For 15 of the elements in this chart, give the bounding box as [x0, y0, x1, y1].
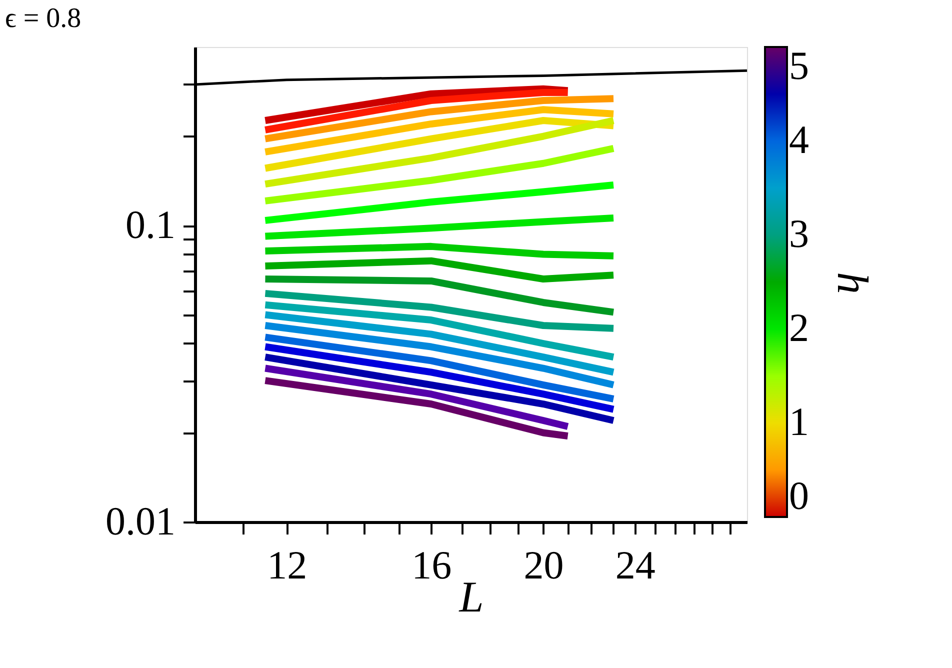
- x-axis-title: L: [458, 572, 484, 622]
- x-tick-label: 24: [615, 542, 656, 588]
- color-bar-label: 4: [789, 117, 809, 162]
- color-bar-label: 5: [789, 43, 809, 88]
- x-tick-label: 16: [412, 542, 452, 588]
- color-bar-label: 3: [789, 211, 809, 256]
- y-tick-label: 0.1: [126, 202, 176, 248]
- y-tick-label: 0.01: [106, 498, 176, 544]
- color-bar-label: 2: [789, 305, 809, 350]
- chart-title: ϵ = 0.8: [5, 3, 82, 34]
- color-bar-label: 1: [789, 399, 809, 444]
- x-tick-label: 20: [524, 542, 564, 588]
- color-bar-title: h: [828, 272, 877, 294]
- x-tick-label: 12: [267, 542, 308, 588]
- color-bar-label: 0: [789, 473, 809, 518]
